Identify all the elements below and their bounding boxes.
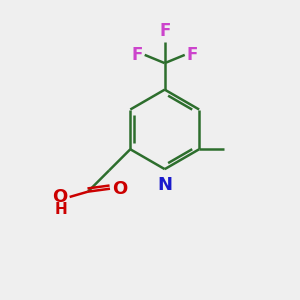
Text: O: O [112,180,128,198]
Text: F: F [187,46,198,64]
Text: F: F [131,46,142,64]
Text: F: F [159,22,170,40]
Text: H: H [55,202,67,217]
Text: N: N [157,176,172,194]
Text: O: O [52,188,67,206]
